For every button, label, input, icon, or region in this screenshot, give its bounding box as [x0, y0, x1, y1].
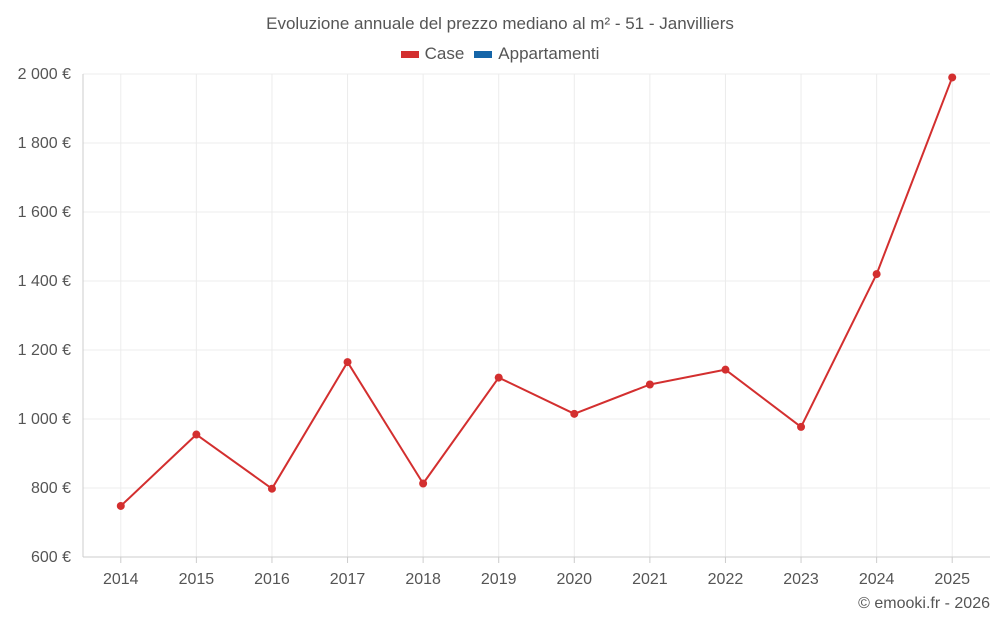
x-tick-label: 2015 [179, 571, 215, 588]
data-point-case [645, 380, 654, 389]
x-tick-label: 2018 [405, 571, 441, 588]
x-tick-label: 2016 [254, 571, 290, 588]
legend-swatch-appartamenti [474, 50, 493, 58]
y-tick-label: 2 000 € [18, 66, 71, 83]
y-tick-label: 1 200 € [18, 342, 71, 359]
data-point-case [570, 409, 579, 418]
y-tick-label: 600 € [31, 549, 71, 566]
x-tick-label: 2025 [934, 571, 970, 588]
data-point-case [343, 358, 352, 367]
x-tick-label: 2020 [556, 571, 592, 588]
y-tick-label: 1 800 € [18, 135, 71, 152]
legend-label-appartamenti: Appartamenti [498, 44, 600, 63]
x-tick-label: 2024 [859, 571, 895, 588]
data-point-case [721, 365, 730, 374]
legend-item-case[interactable]: Case [400, 44, 465, 64]
legend-item-appartamenti[interactable]: Appartamenti [474, 44, 599, 64]
legend-label-case: Case [424, 44, 465, 63]
chart-title: Evoluzione annuale del prezzo mediano al… [266, 14, 734, 33]
data-point-case [192, 430, 201, 439]
x-tick-label: 2022 [708, 571, 744, 588]
data-point-case [116, 501, 125, 510]
x-tick-label: 2019 [481, 571, 517, 588]
credit-text: © emooki.fr - 2026 [858, 595, 990, 612]
data-point-case [494, 373, 503, 382]
x-tick-label: 2023 [783, 571, 819, 588]
x-tick-label: 2017 [330, 571, 366, 588]
data-point-case [267, 484, 276, 493]
series-line-case [120, 77, 954, 507]
y-tick-label: 1 000 € [18, 411, 71, 428]
chart-legend: Case Appartamenti [0, 44, 1000, 64]
data-point-case [872, 270, 881, 279]
x-tick-label: 2014 [103, 571, 139, 588]
y-tick-label: 1 400 € [18, 273, 71, 290]
legend-swatch-case [400, 50, 419, 58]
data-point-case [948, 73, 957, 82]
x-tick-label: 2021 [632, 571, 668, 588]
y-tick-label: 800 € [31, 480, 71, 497]
y-tick-label: 1 600 € [18, 204, 71, 221]
data-point-case [797, 422, 806, 431]
data-point-case [419, 479, 428, 488]
